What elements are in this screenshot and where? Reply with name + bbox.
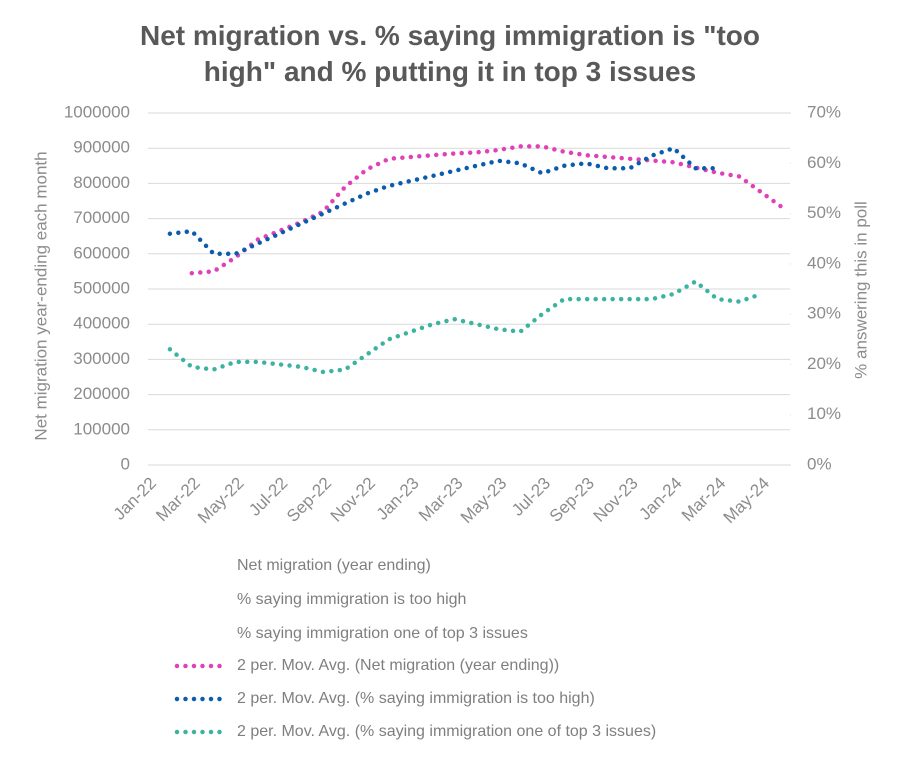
y2-tick-label: 10% <box>807 404 841 423</box>
legend-label: 2 per. Mov. Avg. (% saying immigration o… <box>237 723 656 740</box>
x-tick-label: May-22 <box>194 474 248 528</box>
x-tick-label: Nov-22 <box>327 474 379 526</box>
y-tick-label: 400000 <box>73 314 130 333</box>
y-tick-label: 0 <box>121 454 130 473</box>
series-line <box>167 145 720 257</box>
legend-label: % saying immigration one of top 3 issues <box>237 625 528 642</box>
x-tick-label: Mar-24 <box>678 474 730 526</box>
series-line <box>167 278 764 375</box>
x-tick-label: Nov-23 <box>590 474 642 526</box>
y2-tick-label: 50% <box>807 203 841 222</box>
x-tick-label: Mar-23 <box>415 474 467 526</box>
x-tick-label: Jan-24 <box>635 474 685 524</box>
legend-label: 2 per. Mov. Avg. (Net migration (year en… <box>237 657 559 674</box>
legend-label: Net migration (year ending) <box>237 557 431 574</box>
chart-title: Net migration vs. % saying immigration i… <box>139 20 761 87</box>
y2-tick-label: 70% <box>807 102 841 121</box>
y-tick-label: 200000 <box>73 384 130 403</box>
y-tick-label: 700000 <box>73 208 130 227</box>
y2-axis-label: % answering this in poll <box>851 201 870 379</box>
y-axis-label: Net migration year-ending each month <box>31 151 50 440</box>
y-tick-label: 900000 <box>73 138 130 157</box>
y-tick-label: 100000 <box>73 419 130 438</box>
x-tick-label: May-23 <box>457 474 511 528</box>
x-tick-label: May-24 <box>720 474 774 528</box>
x-tick-label: Jan-22 <box>110 474 160 524</box>
y-tick-label: 300000 <box>73 349 130 368</box>
x-tick-label: Jan-23 <box>373 474 423 524</box>
y-tick-label: 500000 <box>73 278 130 297</box>
y2-tick-label: 40% <box>807 253 841 272</box>
x-tick-label: Sep-22 <box>283 474 335 526</box>
y-tick-label: 1000000 <box>64 102 130 121</box>
x-tick-label: Sep-23 <box>546 474 598 526</box>
y-tick-label: 600000 <box>73 243 130 262</box>
y2-tick-label: 30% <box>807 304 841 323</box>
y-tick-label: 800000 <box>73 173 130 192</box>
legend-label: % saying immigration is too high <box>237 591 466 608</box>
x-tick-label: Mar-22 <box>152 474 204 526</box>
y2-tick-label: 20% <box>807 354 841 373</box>
legend-label: 2 per. Mov. Avg. (% saying immigration i… <box>237 690 595 707</box>
y2-tick-label: 0% <box>807 454 832 473</box>
y2-tick-label: 60% <box>807 153 841 172</box>
